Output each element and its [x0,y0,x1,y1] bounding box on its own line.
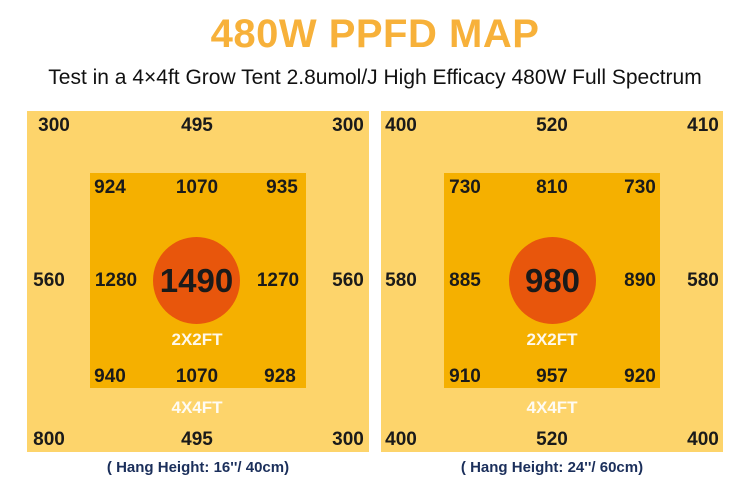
hang-height-caption-16in: ( Hang Height: 16''/ 40cm) [106,459,290,476]
hang-height-caption-24in: ( Hang Height: 24''/ 60cm) [460,459,644,476]
page-subtitle: Test in a 4×4ft Grow Tent 2.8umol/J High… [48,66,702,89]
inner-bottom-right-value: 920 [624,366,656,387]
outer-bottom-left-value: 400 [385,429,417,450]
inner-mid-right-value: 890 [624,270,656,291]
inner-bottom-center-value: 1070 [175,366,219,387]
inner-bottom-left-value: 940 [94,366,126,387]
outer-mid-right-value: 580 [687,270,719,291]
outer-bottom-center-value: 495 [181,429,213,450]
outer-top-right-value: 300 [332,115,364,136]
outer-bottom-left-value: 800 [33,429,65,450]
outer-top-center-value: 520 [536,115,568,136]
inner-bottom-left-value: 910 [449,366,481,387]
outer-zone-label: 4X4FT [526,398,578,417]
outer-top-left-value: 300 [38,115,70,136]
inner-zone-label: 2X2FT [526,330,578,349]
inner-top-right-value: 730 [624,177,656,198]
inner-top-center-value: 810 [536,177,568,198]
center-value-circle: 1490 [153,237,240,324]
inner-mid-left-value: 1280 [94,270,138,291]
inner-top-left-value: 924 [94,177,126,198]
outer-zone-label: 4X4FT [171,398,223,417]
outer-top-right-value: 410 [687,115,719,136]
center-value-circle: 980 [509,237,596,324]
outer-bottom-right-value: 300 [332,429,364,450]
inner-zone-2x2: 924 1070 935 1280 1270 1490 2X2FT 940 10… [90,173,306,388]
outer-top-center-value: 495 [181,115,213,136]
outer-top-left-value: 400 [385,115,417,136]
ppfd-map-24in: 400 520 410 580 580 400 520 400 730 810 … [381,111,723,452]
inner-zone-2x2: 730 810 730 885 890 980 2X2FT 910 957 92… [444,173,660,388]
outer-bottom-right-value: 400 [687,429,719,450]
inner-top-center-value: 1070 [175,177,219,198]
inner-bottom-center-value: 957 [536,366,568,387]
page-title: 480W PPFD MAP [210,12,540,56]
outer-mid-left-value: 580 [385,270,417,291]
inner-mid-right-value: 1270 [256,270,300,291]
outer-bottom-center-value: 520 [536,429,568,450]
inner-top-right-value: 935 [266,177,298,198]
ppfd-map-16in: 300 495 300 560 560 800 495 300 924 1070… [27,111,369,452]
inner-zone-label: 2X2FT [171,330,223,349]
inner-mid-left-value: 885 [449,270,481,291]
outer-mid-left-value: 560 [33,270,65,291]
inner-bottom-right-value: 928 [264,366,296,387]
outer-mid-right-value: 560 [332,270,364,291]
inner-top-left-value: 730 [449,177,481,198]
